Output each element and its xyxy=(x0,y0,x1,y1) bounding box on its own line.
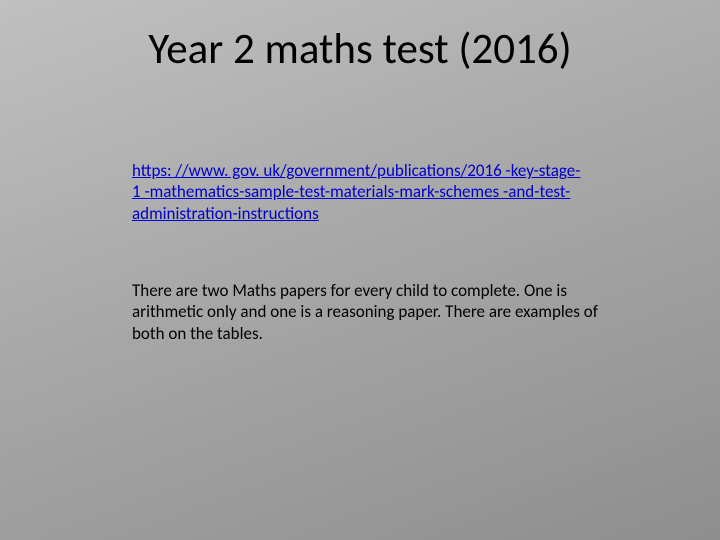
slide-title: Year 2 maths test (2016) xyxy=(0,22,720,75)
resource-link[interactable]: https: //www. gov. uk/government/publica… xyxy=(132,160,582,224)
body-paragraph: There are two Maths papers for every chi… xyxy=(132,280,602,344)
slide: Year 2 maths test (2016) https: //www. g… xyxy=(0,0,720,540)
